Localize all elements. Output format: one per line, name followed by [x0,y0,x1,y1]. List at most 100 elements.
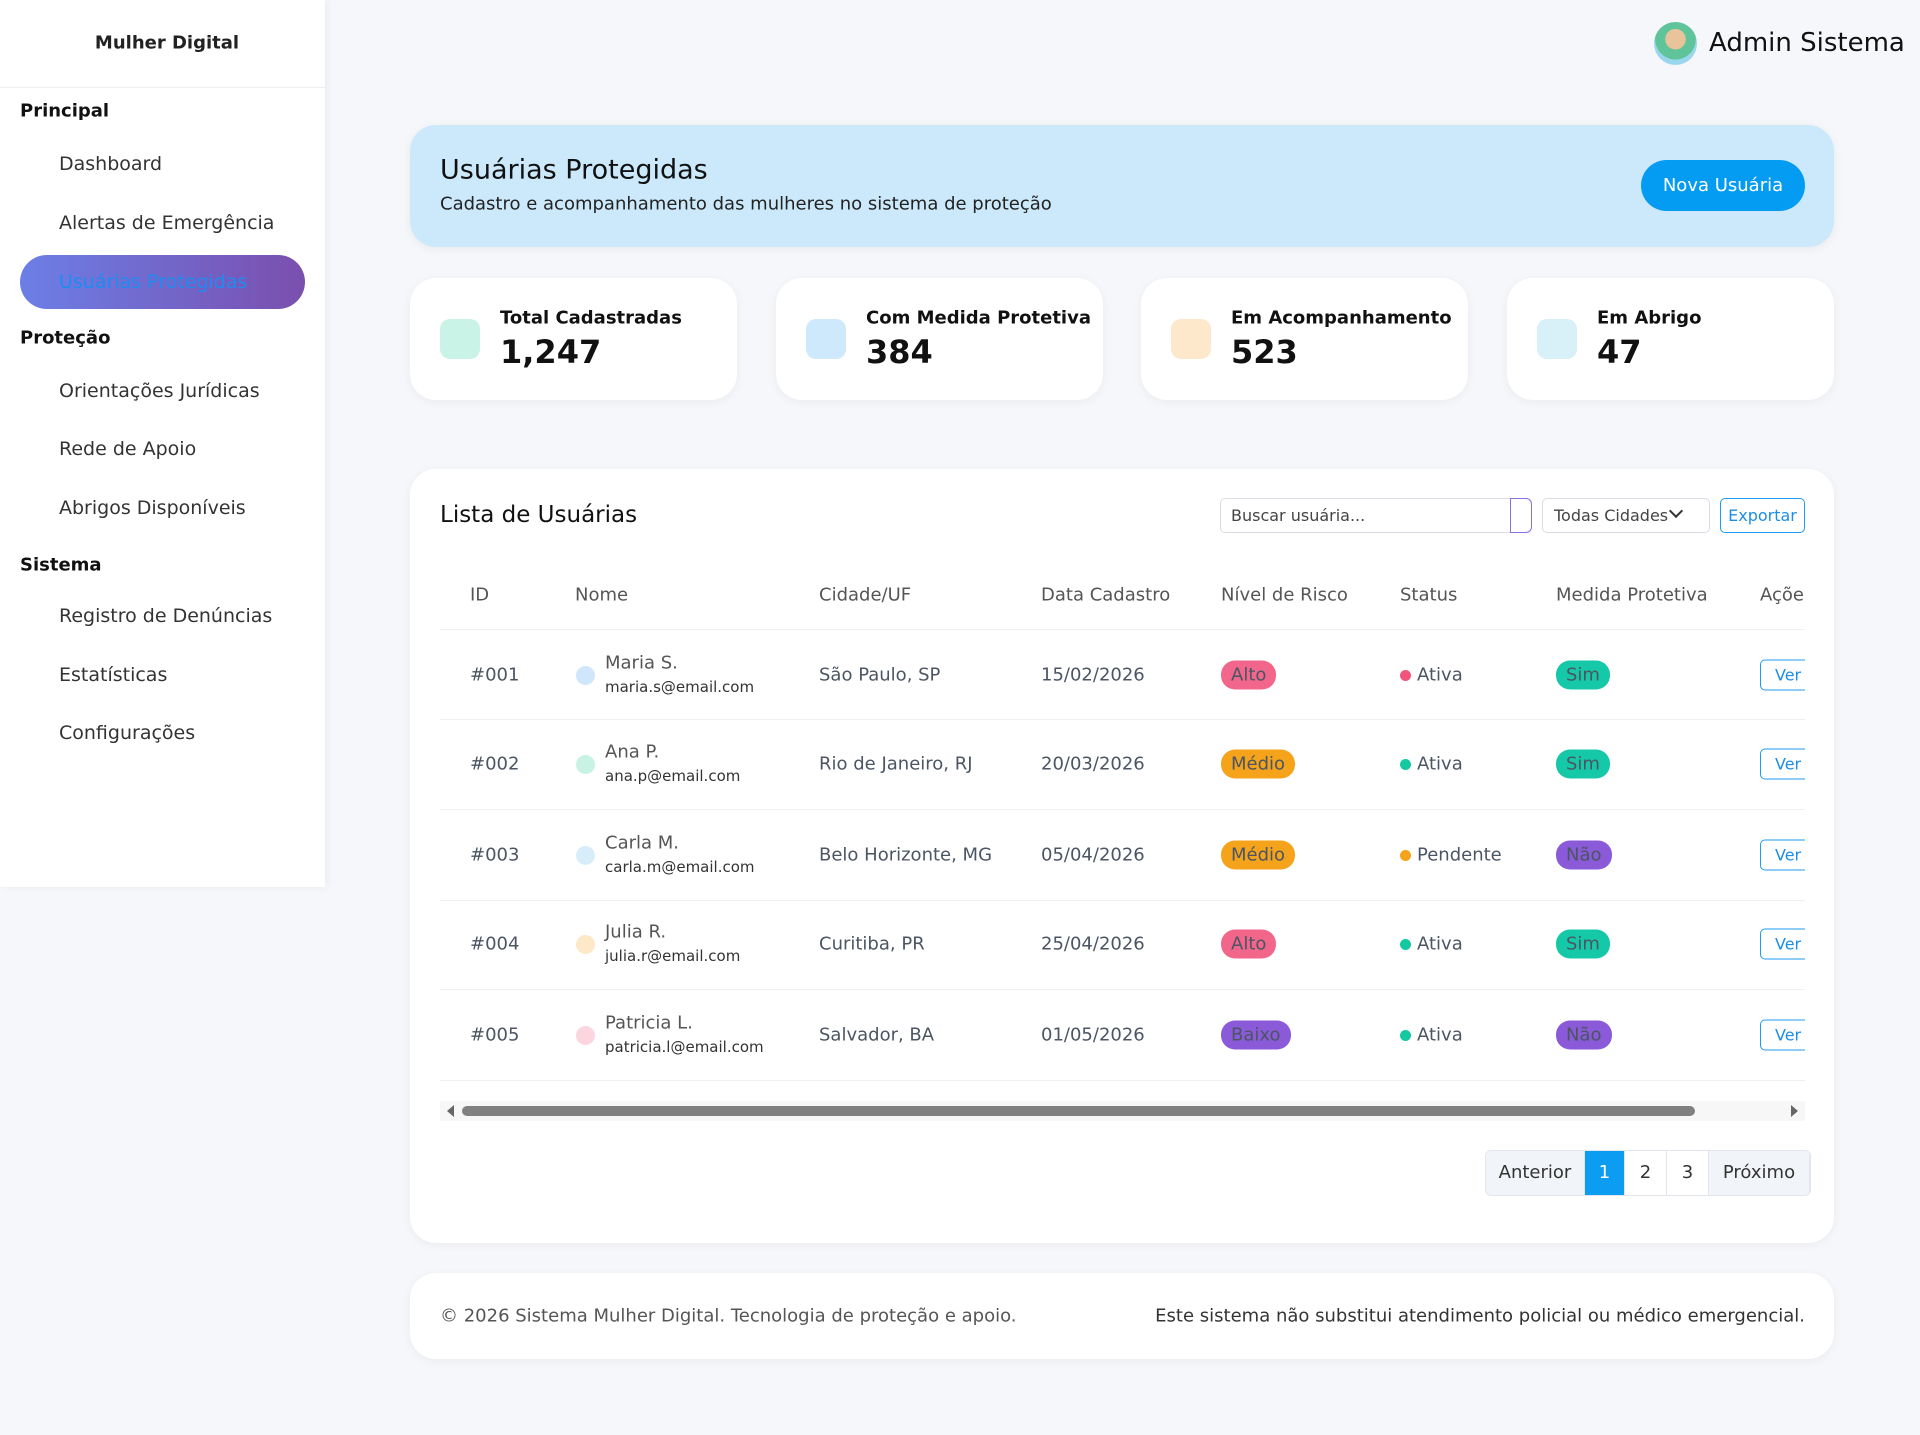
status-dot [1400,939,1411,950]
row-divider [440,900,1805,901]
row-avatar [576,755,595,774]
stat-value: 47 [1597,333,1642,371]
risk-badge: Alto [1221,929,1277,959]
row-status: Ativa [1417,1024,1463,1046]
stat-label: Com Medida Protetiva [866,307,1091,329]
nav-section: Principal [20,100,110,122]
measure-badge: Não [1556,840,1612,870]
stat-icon [1171,319,1211,359]
status-dot [1400,670,1411,681]
footer-left: © 2026 Sistema Mulher Digital. Tecnologi… [440,1305,1017,1327]
view-button[interactable]: Ver [1760,659,1805,691]
footer [410,1273,1834,1359]
nav-section: Proteção [20,327,111,349]
stat-value: 523 [1231,333,1298,371]
column-header: Ações [1760,584,1805,606]
pagination: Anterior 1 2 3 Próximo [1485,1150,1811,1196]
row-name: Patricia L. [605,1012,693,1034]
stat-value: 384 [866,333,933,371]
stat-label: Em Abrigo [1597,307,1702,329]
scroll-thumb[interactable] [462,1106,1695,1116]
column-header: Medida Protetiva [1556,584,1708,606]
new-user-button[interactable]: Nova Usuária [1641,160,1805,211]
row-date: 20/03/2026 [1041,753,1145,775]
measure-badge: Sim [1556,929,1610,959]
status-dot [1400,1030,1411,1041]
column-header: ID [470,584,490,606]
city-select[interactable]: Todas Cidades [1542,498,1710,533]
view-button[interactable]: Ver [1760,928,1805,960]
row-city: Curitiba, PR [819,933,925,955]
table-title: Lista de Usuárias [440,502,638,528]
row-city: Rio de Janeiro, RJ [819,753,973,775]
scroll-left[interactable] [447,1105,454,1117]
row-avatar [576,846,595,865]
row-name: Carla M. [605,832,680,854]
column-header: Status [1400,584,1458,606]
row-city: Salvador, BA [819,1024,935,1046]
stat-icon [440,319,480,359]
table-clip: ID Nome Cidade/UF Data Cadastro Nível de Ris… [440,560,1805,1100]
avatar [1654,22,1697,65]
column-header: Nível de Risco [1221,584,1348,606]
row-email: julia.r@email.com [605,947,741,965]
page-button[interactable]: Anterior [1486,1151,1585,1195]
row-avatar [576,666,595,685]
export-button[interactable]: Exportar [1720,498,1805,533]
row-name: Julia R. [605,921,667,943]
measure-badge: Sim [1556,660,1610,690]
row-id: #005 [470,1024,520,1046]
search-button[interactable] [1510,498,1532,533]
nav-item[interactable]: Rede de Apoio [59,438,197,460]
row-date: 25/04/2026 [1041,933,1145,955]
nav-item[interactable]: Estatísticas [59,664,168,686]
nav-active-bg[interactable] [20,255,305,309]
sidebar-divider [0,87,325,88]
row-divider [440,809,1805,810]
measure-badge: Sim [1556,749,1610,779]
page-button[interactable]: Próximo [1709,1151,1810,1195]
status-dot [1400,850,1411,861]
row-divider [440,1080,1805,1081]
nav-item[interactable]: Configurações [59,722,196,744]
scroll-right[interactable] [1791,1105,1798,1117]
row-email: carla.m@email.com [605,858,755,876]
sidebar [0,0,325,887]
row-date: 15/02/2026 [1041,664,1145,686]
stat-icon [1537,319,1577,359]
stat-label: Em Acompanhamento [1231,307,1452,329]
page-button[interactable]: 2 [1625,1151,1667,1195]
view-button[interactable]: Ver [1760,839,1805,871]
row-id: #004 [470,933,520,955]
risk-badge: Médio [1221,749,1296,779]
nav-item-active[interactable]: Usuárias Protegidas [59,271,248,293]
row-id: #003 [470,844,520,866]
nav-item[interactable]: Registro de Denúncias [59,605,273,627]
row-divider [440,629,1805,630]
row-avatar [576,1026,595,1045]
brand: Mulher Digital [94,32,240,54]
nav-item[interactable]: Alertas de Emergência [59,212,275,234]
nav-item[interactable]: Orientações Jurídicas [59,380,260,402]
row-city: São Paulo, SP [819,664,941,686]
row-id: #002 [470,753,520,775]
row-email: patricia.l@email.com [605,1038,764,1056]
view-button[interactable]: Ver [1760,748,1805,780]
page-button[interactable]: 3 [1667,1151,1709,1195]
column-header: Nome [575,584,629,606]
row-date: 01/05/2026 [1041,1024,1145,1046]
row-status: Pendente [1417,844,1502,866]
risk-badge: Baixo [1221,1020,1291,1050]
row-date: 05/04/2026 [1041,844,1145,866]
measure-badge: Não [1556,1020,1612,1050]
user-name[interactable]: Admin Sistema [1709,28,1905,58]
nav-item[interactable]: Abrigos Disponíveis [59,497,246,519]
view-button[interactable]: Ver [1760,1019,1805,1051]
risk-badge: Médio [1221,840,1296,870]
page-active[interactable]: 1 [1585,1151,1625,1195]
row-email: ana.p@email.com [605,767,741,785]
nav-item[interactable]: Dashboard [59,153,163,175]
search-input[interactable]: Buscar usuária... [1220,498,1522,533]
row-avatar [576,935,595,954]
